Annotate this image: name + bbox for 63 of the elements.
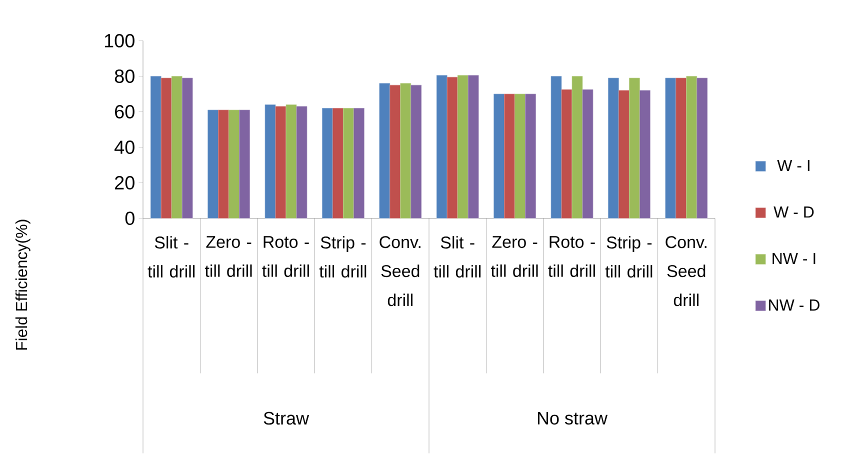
bar bbox=[494, 94, 505, 218]
bar bbox=[676, 78, 687, 218]
y-tick-label: 60 bbox=[115, 105, 134, 118]
x-tick-label: Roto - till drill bbox=[548, 236, 595, 277]
x-tick-label: Zero - till drill bbox=[204, 236, 252, 277]
bar bbox=[696, 78, 708, 218]
bar bbox=[296, 106, 308, 218]
legend-label: NW - I bbox=[772, 253, 816, 264]
legend-label: W - I bbox=[777, 160, 810, 172]
bar bbox=[322, 108, 333, 218]
bar bbox=[228, 110, 240, 218]
bar bbox=[343, 108, 354, 218]
bar bbox=[504, 94, 516, 218]
bar bbox=[561, 89, 572, 218]
text: Straw bbox=[264, 412, 310, 425]
bar bbox=[446, 76, 458, 218]
x-tick-label: Zero - till drill bbox=[490, 236, 538, 277]
bar bbox=[514, 94, 526, 218]
y-axis-title: Field Efficiency(%) bbox=[15, 220, 30, 350]
bar bbox=[665, 78, 676, 218]
bar bbox=[264, 104, 276, 218]
bar bbox=[640, 90, 650, 218]
bar bbox=[332, 108, 344, 218]
bar bbox=[182, 78, 193, 218]
x-tick-label: Roto - till drill bbox=[262, 236, 309, 277]
bar bbox=[218, 110, 230, 218]
x-tick-label: Conv. Seed drill bbox=[380, 236, 420, 306]
bar bbox=[286, 104, 297, 218]
y-tick-label: 0 bbox=[125, 212, 134, 226]
y-tick-label: 100 bbox=[104, 34, 134, 48]
bar bbox=[525, 94, 536, 218]
y-tick-label: 40 bbox=[114, 140, 134, 154]
y-tick-label: 80 bbox=[114, 69, 134, 83]
bar bbox=[410, 84, 422, 218]
bar bbox=[160, 78, 172, 218]
x-tick-label: Slit - till drill bbox=[434, 236, 481, 278]
bar bbox=[550, 76, 562, 218]
bar bbox=[686, 76, 698, 218]
legend-label: NW - D bbox=[769, 300, 820, 311]
bar bbox=[457, 75, 468, 218]
bar bbox=[171, 76, 182, 218]
bar bbox=[239, 110, 250, 218]
legend-label: W - D bbox=[774, 206, 814, 218]
bar bbox=[582, 89, 594, 218]
bar bbox=[629, 78, 640, 218]
bar bbox=[208, 110, 219, 218]
bar bbox=[608, 78, 619, 218]
bar bbox=[354, 108, 364, 218]
x-tick-label: Strip - till drill bbox=[319, 236, 366, 278]
bar bbox=[618, 90, 630, 218]
x-tick-label: Slit - till drill bbox=[148, 236, 195, 278]
bar bbox=[572, 76, 583, 218]
x-tick-label: Strip - till drill bbox=[605, 236, 652, 278]
bar bbox=[400, 83, 412, 218]
bar bbox=[275, 106, 286, 218]
bar bbox=[379, 83, 390, 218]
bar bbox=[468, 75, 479, 218]
bar bbox=[390, 84, 401, 218]
bar bbox=[150, 76, 162, 218]
x-tick-label: Conv. Seed drill bbox=[666, 236, 706, 306]
y-tick-label: 20 bbox=[115, 176, 134, 190]
text: No straw bbox=[538, 412, 608, 425]
bar bbox=[436, 75, 448, 218]
